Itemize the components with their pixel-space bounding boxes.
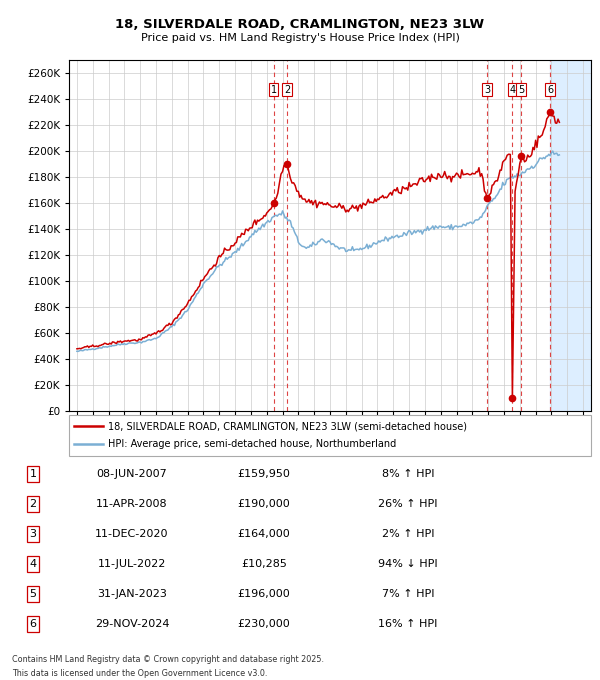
Text: 4: 4 bbox=[29, 559, 37, 569]
Text: £10,285: £10,285 bbox=[241, 559, 287, 569]
Bar bbox=[550, 60, 591, 411]
Text: 2% ↑ HPI: 2% ↑ HPI bbox=[382, 529, 434, 539]
Text: 2: 2 bbox=[284, 85, 290, 95]
Text: £230,000: £230,000 bbox=[238, 619, 290, 629]
Text: 94% ↓ HPI: 94% ↓ HPI bbox=[378, 559, 438, 569]
Text: Contains HM Land Registry data © Crown copyright and database right 2025.: Contains HM Land Registry data © Crown c… bbox=[12, 655, 324, 664]
Text: 3: 3 bbox=[29, 529, 37, 539]
Text: 7% ↑ HPI: 7% ↑ HPI bbox=[382, 589, 434, 599]
Text: 11-DEC-2020: 11-DEC-2020 bbox=[95, 529, 169, 539]
Text: Price paid vs. HM Land Registry's House Price Index (HPI): Price paid vs. HM Land Registry's House … bbox=[140, 33, 460, 43]
Text: This data is licensed under the Open Government Licence v3.0.: This data is licensed under the Open Gov… bbox=[12, 668, 268, 678]
Text: £164,000: £164,000 bbox=[238, 529, 290, 539]
Text: £159,950: £159,950 bbox=[238, 469, 290, 479]
Text: 6: 6 bbox=[547, 85, 553, 95]
Text: 16% ↑ HPI: 16% ↑ HPI bbox=[379, 619, 437, 629]
Text: 31-JAN-2023: 31-JAN-2023 bbox=[97, 589, 167, 599]
Text: 3: 3 bbox=[484, 85, 490, 95]
Text: 8% ↑ HPI: 8% ↑ HPI bbox=[382, 469, 434, 479]
Text: 11-APR-2008: 11-APR-2008 bbox=[96, 499, 168, 509]
Text: 4: 4 bbox=[509, 85, 515, 95]
Text: 29-NOV-2024: 29-NOV-2024 bbox=[95, 619, 169, 629]
Text: 18, SILVERDALE ROAD, CRAMLINGTON, NE23 3LW (semi-detached house): 18, SILVERDALE ROAD, CRAMLINGTON, NE23 3… bbox=[108, 421, 467, 431]
Text: 5: 5 bbox=[518, 85, 524, 95]
Text: 11-JUL-2022: 11-JUL-2022 bbox=[98, 559, 166, 569]
Text: 1: 1 bbox=[271, 85, 277, 95]
Text: 18, SILVERDALE ROAD, CRAMLINGTON, NE23 3LW: 18, SILVERDALE ROAD, CRAMLINGTON, NE23 3… bbox=[115, 18, 485, 31]
FancyBboxPatch shape bbox=[69, 415, 591, 456]
Text: 26% ↑ HPI: 26% ↑ HPI bbox=[378, 499, 438, 509]
Text: HPI: Average price, semi-detached house, Northumberland: HPI: Average price, semi-detached house,… bbox=[108, 439, 397, 449]
Text: 6: 6 bbox=[29, 619, 37, 629]
Text: £196,000: £196,000 bbox=[238, 589, 290, 599]
Text: 5: 5 bbox=[29, 589, 37, 599]
Text: 2: 2 bbox=[29, 499, 37, 509]
Text: 08-JUN-2007: 08-JUN-2007 bbox=[97, 469, 167, 479]
Text: £190,000: £190,000 bbox=[238, 499, 290, 509]
Text: 1: 1 bbox=[29, 469, 37, 479]
